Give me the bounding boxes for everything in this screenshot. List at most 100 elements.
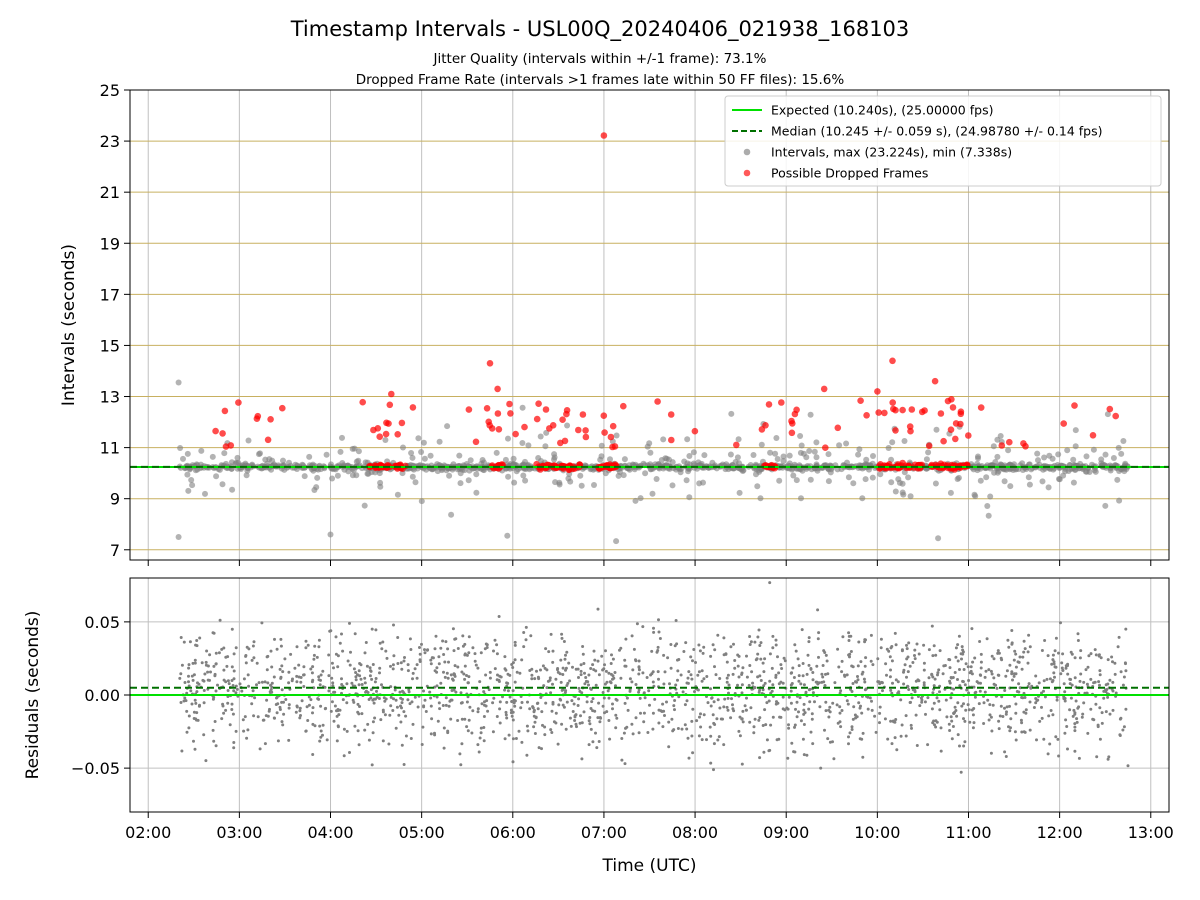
residual-point (587, 673, 591, 677)
residual-point (685, 727, 689, 731)
interval-point (229, 486, 236, 493)
residual-point (311, 753, 315, 756)
dropped-frame-point (1112, 412, 1119, 420)
residual-point (1055, 695, 1059, 699)
dropped-frame-point (600, 412, 608, 420)
residual-point (818, 705, 822, 709)
residual-point (312, 653, 316, 657)
residual-point (968, 720, 972, 724)
dropped-frame-point (382, 430, 390, 438)
residual-point (786, 756, 790, 760)
residual-point (549, 632, 553, 636)
residual-point (560, 636, 564, 640)
residual-point (626, 708, 630, 712)
residual-point (700, 669, 704, 673)
residual-point (985, 637, 989, 641)
residual-point (977, 702, 981, 706)
interval-point (504, 532, 511, 539)
residual-point (551, 682, 554, 686)
residual-point (780, 667, 784, 670)
residual-point (708, 725, 712, 729)
residual-point (970, 672, 974, 676)
residual-point (743, 704, 747, 708)
residual-point (891, 681, 894, 685)
residual-point (537, 677, 541, 681)
interval-point (907, 493, 914, 500)
residual-point (217, 651, 221, 655)
residual-point (967, 691, 971, 695)
residual-point (1083, 691, 1087, 695)
residual-point (992, 682, 996, 686)
dropped-frame-point (947, 426, 955, 434)
residual-point (1053, 675, 1056, 679)
residual-point (673, 644, 677, 648)
residual-point (789, 701, 793, 705)
residual-point (820, 680, 824, 684)
interval-point (519, 440, 526, 446)
dropped-frame-point (875, 409, 882, 416)
interval-point (642, 470, 649, 477)
residual-point (953, 705, 957, 709)
residual-point (839, 689, 843, 693)
residual-point (757, 718, 761, 722)
residual-point (1069, 650, 1073, 654)
residual-point (371, 663, 375, 666)
residual-point (588, 722, 592, 726)
residual-point (1085, 682, 1089, 686)
residual-point (828, 740, 832, 744)
residual-point (603, 682, 607, 686)
residual-point (532, 725, 536, 729)
residual-point (246, 673, 250, 677)
residual-point (295, 674, 299, 678)
interval-point (511, 479, 518, 486)
interval-point (434, 468, 441, 475)
residual-point (847, 742, 850, 746)
residual-point (413, 695, 417, 699)
residual-point (893, 631, 897, 635)
residual-point (380, 683, 383, 687)
residual-point (196, 718, 200, 722)
residual-point (774, 702, 778, 706)
interval-point (780, 458, 787, 464)
residual-point (1098, 683, 1101, 687)
interval-point (813, 439, 820, 446)
residual-point (757, 628, 761, 632)
residual-point (736, 653, 740, 657)
residual-point (263, 742, 267, 746)
residual-point (779, 663, 783, 667)
residual-point (411, 677, 414, 681)
residual-point (460, 670, 464, 674)
residual-point (669, 666, 673, 670)
residual-point (466, 681, 470, 685)
residual-point (696, 673, 700, 677)
residual-point (802, 708, 806, 712)
legend-frame (724, 95, 1162, 187)
residual-point (280, 688, 284, 692)
residual-point (828, 705, 832, 709)
residual-point (1034, 701, 1038, 705)
residual-point (332, 719, 336, 723)
residual-point (911, 688, 915, 692)
residual-point (520, 701, 524, 704)
residual-point (638, 696, 642, 700)
intervals-ytick-label-15: 15 (100, 336, 120, 355)
dropped-frame-point (668, 436, 675, 444)
residual-point (965, 688, 969, 692)
residual-point (366, 691, 370, 694)
residual-point (327, 653, 331, 657)
residual-point (202, 689, 206, 692)
residual-point (894, 718, 898, 721)
residual-point (1043, 695, 1047, 699)
residual-point (1117, 635, 1121, 639)
residual-point (801, 662, 805, 665)
residual-point (401, 697, 404, 701)
residual-point (910, 696, 914, 700)
residual-point (1023, 696, 1027, 699)
residual-point (705, 675, 709, 678)
residual-point (810, 717, 814, 721)
residual-point (1042, 737, 1046, 741)
interval-point (400, 444, 406, 451)
dropped-frame-point (889, 399, 896, 406)
residual-point (794, 649, 798, 653)
